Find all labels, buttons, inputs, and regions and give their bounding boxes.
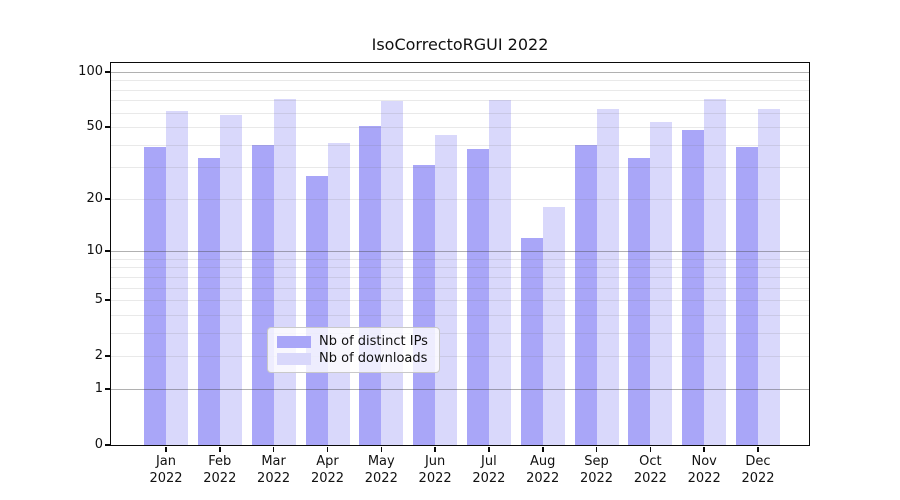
gridline-minor-8 <box>111 267 809 269</box>
gridline-minor-7 <box>111 276 809 278</box>
bar-downloads-aug <box>542 206 565 445</box>
x-tick-mark <box>434 446 436 452</box>
bar-distinct-ips-jul <box>466 148 489 445</box>
y-tick-mark <box>105 444 110 446</box>
bar-distinct-ips-sep <box>574 144 597 445</box>
y-tick-mark <box>105 126 110 128</box>
bar-downloads-mar <box>273 99 296 445</box>
bar-distinct-ips-feb <box>197 157 220 445</box>
y-tick-mark <box>105 299 110 301</box>
y-tick-label-50: 50 <box>86 119 103 135</box>
gridline-major-100 <box>111 71 809 73</box>
bar-downloads-apr <box>327 142 350 445</box>
x-tick-label-may: May 2022 <box>364 454 398 486</box>
y-tick-label-1: 1 <box>94 380 103 396</box>
bar-distinct-ips-dec <box>736 146 758 445</box>
gridline-minor-90 <box>111 80 809 82</box>
y-tick-mark <box>105 355 110 357</box>
y-tick-mark <box>105 198 110 200</box>
gridline-minor-4 <box>111 314 809 316</box>
legend-item-distinct-ips: Nb of distinct IPs <box>277 334 430 349</box>
y-tick-label-0: 0 <box>94 437 103 452</box>
bar-downloads-may <box>381 101 404 445</box>
bar-downloads-jun <box>435 135 458 445</box>
x-tick-mark <box>326 446 329 452</box>
bar-distinct-ips-jun <box>413 164 436 445</box>
y-tick-label-5: 5 <box>94 292 103 308</box>
gridline-major-10 <box>111 251 809 253</box>
gridline-minor-2 <box>111 356 809 358</box>
x-tick-label-aug: Aug 2022 <box>526 454 560 486</box>
plot-area <box>111 63 809 445</box>
gridline-minor-3 <box>111 332 809 334</box>
x-tick-mark <box>595 446 598 452</box>
x-tick-label-feb: Feb 2022 <box>203 454 237 486</box>
legend-label: Nb of distinct IPs <box>319 334 428 349</box>
bar-distinct-ips-oct <box>628 157 651 445</box>
x-tick-mark <box>165 446 167 452</box>
y-tick-mark <box>105 250 110 252</box>
bar-distinct-ips-nov <box>682 130 705 445</box>
gridline-minor-40 <box>111 144 809 146</box>
gridline-minor-80 <box>111 89 809 91</box>
gridline-minor-5 <box>111 300 809 302</box>
x-tick-mark <box>757 446 759 452</box>
bar-distinct-ips-mar <box>251 144 274 445</box>
gridline-minor-20 <box>111 198 809 200</box>
legend-swatch-icon <box>277 352 311 365</box>
x-tick-mark <box>380 446 382 452</box>
gridline-minor-6 <box>111 287 809 289</box>
x-tick-label-jan: Jan 2022 <box>149 454 183 486</box>
legend-label: Nb of downloads <box>319 351 428 366</box>
y-tick-label-20: 20 <box>86 190 103 206</box>
bar-distinct-ips-may <box>359 125 382 445</box>
x-tick-mark <box>542 446 544 452</box>
x-tick-label-nov: Nov 2022 <box>687 454 721 486</box>
gridline-minor-50 <box>111 127 809 129</box>
x-tick-label-dec: Dec 2022 <box>741 454 775 486</box>
bar-downloads-sep <box>596 108 619 445</box>
y-tick-label-100: 100 <box>78 63 103 79</box>
x-tick-label-jul: Jul 2022 <box>472 454 506 486</box>
bar-distinct-ips-jan <box>144 146 166 445</box>
x-tick-label-apr: Apr 2022 <box>310 454 345 486</box>
gridline-minor-60 <box>111 112 809 114</box>
bar-distinct-ips-aug <box>520 237 543 445</box>
gridline-minor-30 <box>111 167 809 169</box>
gridline-minor-9 <box>111 258 809 260</box>
bar-downloads-jul <box>488 100 511 445</box>
x-tick-mark <box>703 446 705 452</box>
legend-item-downloads: Nb of downloads <box>277 351 430 366</box>
y-tick-label-2: 2 <box>94 348 103 364</box>
x-tick-label-sep: Sep 2022 <box>579 454 614 486</box>
bar-downloads-feb <box>219 115 242 445</box>
x-tick-mark <box>649 446 652 452</box>
bar-downloads-jan <box>166 111 188 445</box>
chart-title: IsoCorrectoRGUI 2022 <box>371 35 549 54</box>
y-tick-label-10: 10 <box>86 243 103 259</box>
bar-downloads-oct <box>650 122 673 445</box>
bar-downloads-dec <box>758 108 780 445</box>
y-tick-mark <box>105 388 110 390</box>
y-tick-mark <box>105 71 110 73</box>
legend-swatch-icon <box>277 335 311 348</box>
gridline-major-1 <box>111 388 809 390</box>
legend: Nb of distinct IPs Nb of downloads <box>267 327 440 373</box>
x-tick-mark <box>272 446 275 452</box>
bar-distinct-ips-apr <box>305 175 328 445</box>
x-tick-mark <box>219 446 221 452</box>
x-tick-label-oct: Oct 2022 <box>633 454 667 486</box>
x-tick-label-mar: Mar 2022 <box>257 454 291 486</box>
x-tick-mark <box>488 446 490 452</box>
gridline-minor-70 <box>111 100 809 102</box>
bar-downloads-nov <box>704 99 727 445</box>
x-tick-label-jun: Jun 2022 <box>418 454 452 486</box>
